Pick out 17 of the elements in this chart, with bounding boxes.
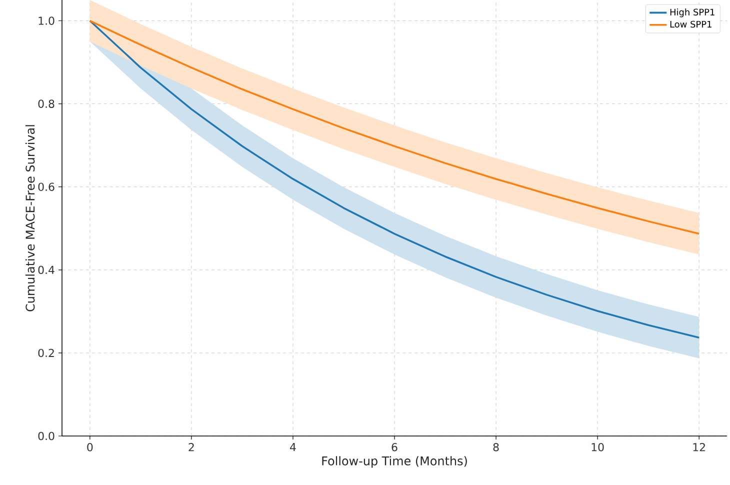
legend-label: High SPP1	[670, 8, 714, 18]
x-tick-label: 12	[693, 443, 705, 452]
x-tick-label: 2	[188, 443, 194, 452]
y-axis-title: Cumulative MACE-Free Survival	[25, 125, 35, 312]
x-tick-label: 10	[592, 443, 604, 452]
y-tick-label: 1.0	[38, 16, 54, 25]
x-tick-label: 4	[290, 443, 296, 451]
x-tick-label: 0	[87, 443, 93, 452]
y-tick-label: 0.6	[38, 182, 54, 191]
y-tick-label: 0.2	[38, 348, 54, 358]
y-tick-label: 0.4	[38, 266, 54, 274]
y-tick-label: 0.0	[38, 432, 54, 440]
legend-label: Low SPP1	[670, 20, 712, 28]
x-tick-label: 8	[493, 443, 499, 452]
x-tick-label: 6	[392, 443, 398, 452]
x-axis-title: Follow-up Time (Months)	[322, 456, 467, 468]
y-tick-label: 0.8	[38, 100, 54, 108]
